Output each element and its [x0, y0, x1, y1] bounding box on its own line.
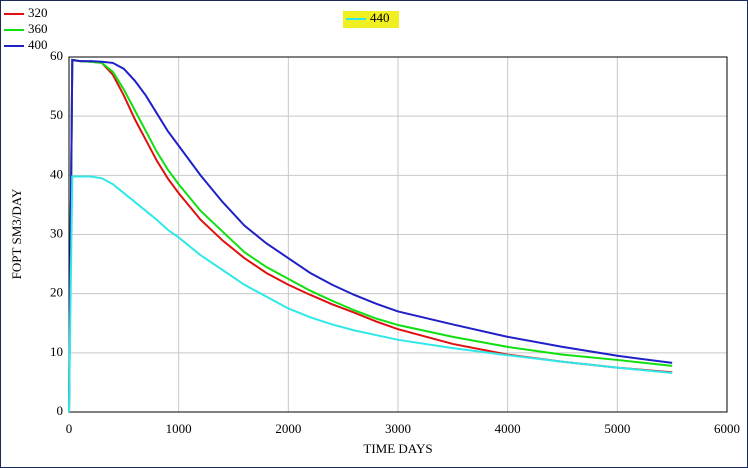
x-tick-label: 6000: [714, 421, 740, 436]
plot-frame: [68, 56, 728, 413]
x-tick-label: 2000: [275, 421, 301, 436]
legend-label: 360: [28, 21, 48, 36]
series-line: [68, 175, 673, 413]
y-tick-label: 20: [50, 285, 63, 300]
y-tick-label: 30: [50, 225, 63, 240]
y-tick-label: 50: [50, 107, 63, 122]
x-tick-label: 0: [66, 421, 73, 436]
series-line: [68, 58, 673, 413]
y-axis-label: FOPT SM3/DAY: [9, 188, 24, 279]
x-tick-label: 3000: [385, 421, 411, 436]
series-line: [68, 58, 673, 413]
legend-label: 400: [28, 37, 48, 52]
x-tick-label: 1000: [166, 421, 192, 436]
y-tick-label: 60: [50, 48, 63, 63]
y-tick-label: 0: [57, 403, 64, 418]
legend-highlight: [343, 11, 399, 28]
x-tick-label: 4000: [495, 421, 521, 436]
x-tick-label: 5000: [604, 421, 630, 436]
legend-label: 320: [28, 5, 48, 20]
y-tick-label: 40: [50, 166, 63, 181]
y-tick-label: 10: [50, 344, 63, 359]
x-axis-label: TIME DAYS: [363, 441, 432, 456]
legend-label: 440: [370, 10, 390, 25]
